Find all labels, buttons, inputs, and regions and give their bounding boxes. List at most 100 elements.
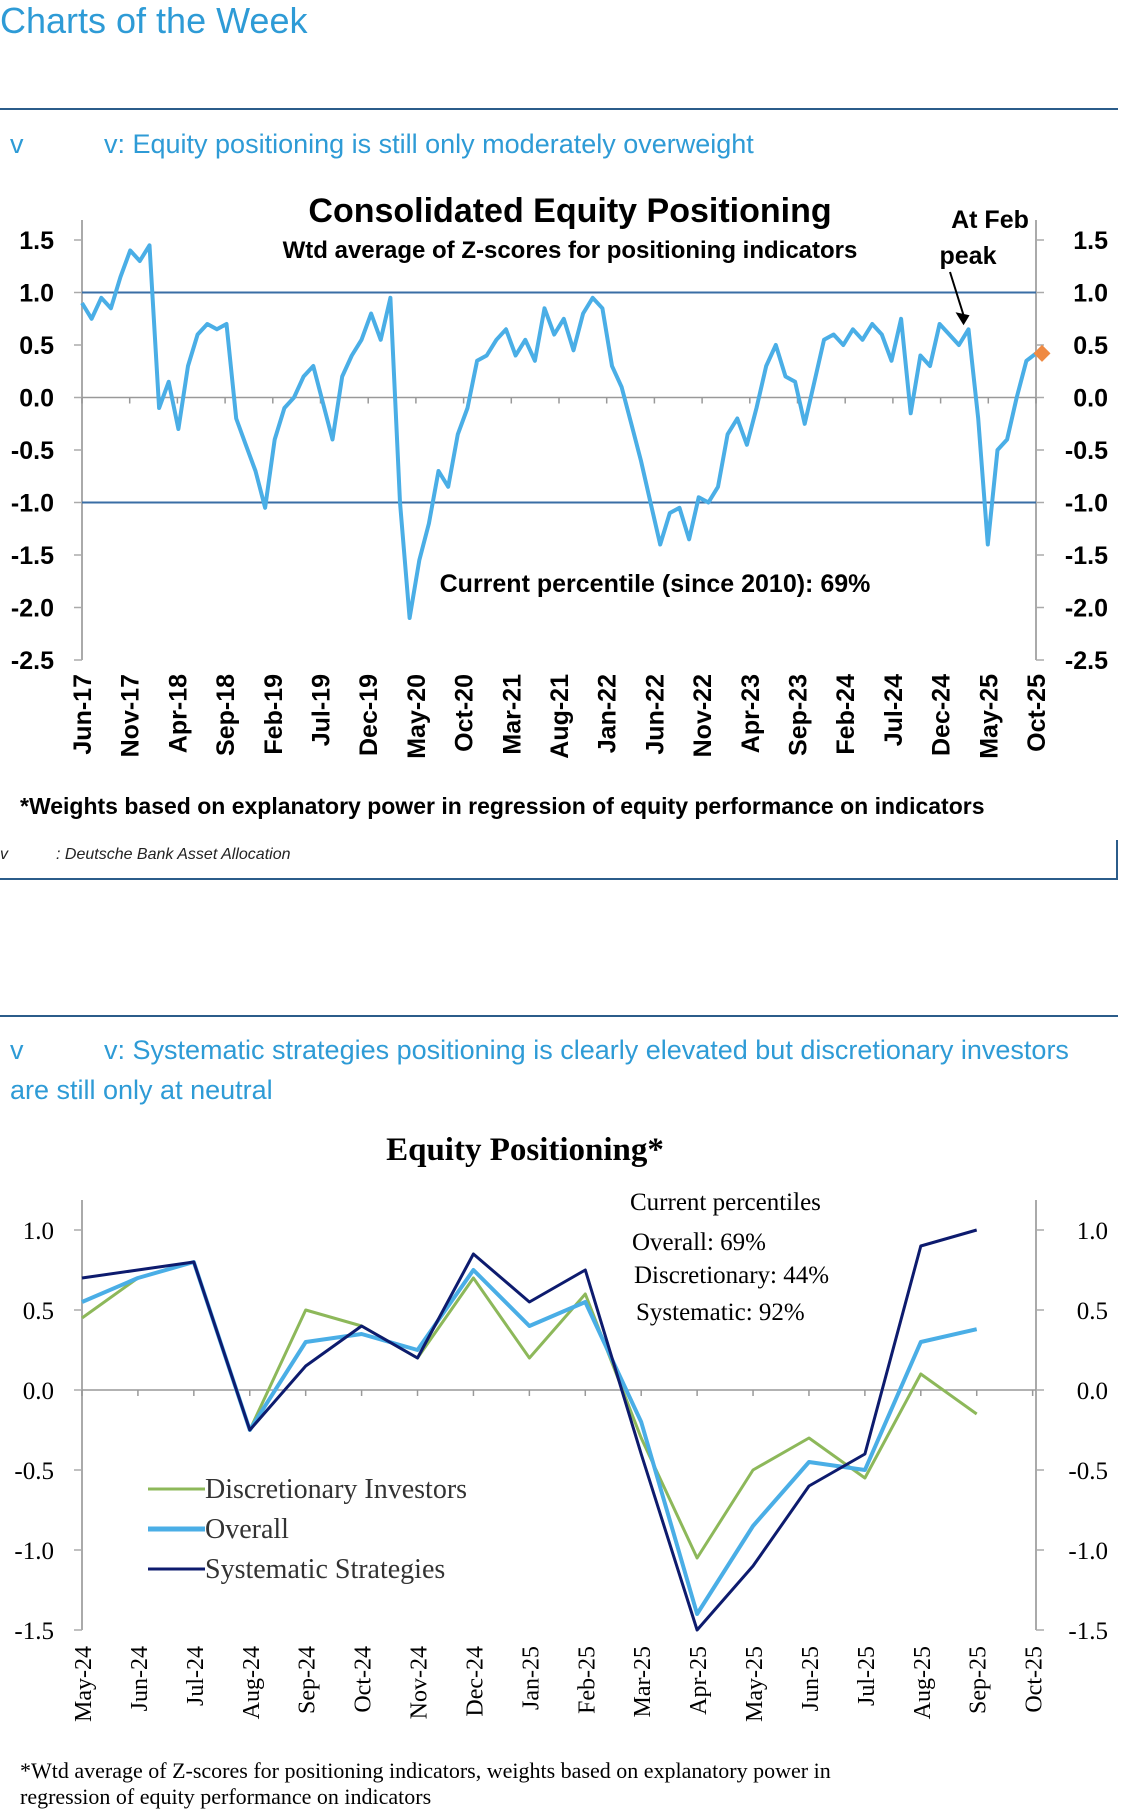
chart1-peak-arrow-head bbox=[955, 312, 970, 326]
chart2-legend-label-1: Overall bbox=[205, 1514, 289, 1545]
equity-positioning-chart: Equity Positioning* 1.0 1.0 0.5 0.5 0.0 0.0 -0.… bbox=[14, 1132, 1108, 1809]
chart1-y-label-left-1: 1.0 bbox=[19, 280, 54, 308]
chart1-x-label-3: Sep-18 bbox=[212, 674, 240, 756]
chart1-x-label-4: Feb-19 bbox=[260, 674, 288, 755]
figure1-source: v : Deutsche Bank Asset Allocation bbox=[0, 846, 291, 864]
chart2-x-label-4: Sep-24 bbox=[295, 1646, 321, 1714]
chart2-percentile-overall: Overall: 69% bbox=[632, 1229, 766, 1256]
chart1-x-label-9: Mar-21 bbox=[498, 674, 526, 755]
chart2-y-label-right-3: -0.5 bbox=[1068, 1458, 1108, 1485]
figure1-right-border bbox=[1116, 840, 1118, 880]
chart1-y-label-right-7: -2.0 bbox=[1065, 595, 1108, 623]
chart1-y-label-right-0: 1.5 bbox=[1073, 227, 1108, 255]
chart1-x-label-13: Nov-22 bbox=[689, 674, 717, 757]
chart2-percentile-systematic: Systematic: 92% bbox=[636, 1299, 805, 1326]
figure1-bottom-rule bbox=[0, 878, 1118, 880]
chart2-legend-label-2: Systematic Strategies bbox=[205, 1554, 445, 1585]
chart2-y-label-right-5: -1.5 bbox=[1068, 1618, 1108, 1645]
chart2-x-label-17: Oct-25 bbox=[1022, 1646, 1048, 1713]
chart1-x-label-7: May-20 bbox=[403, 674, 431, 759]
chart2-x-label-16: Sep-25 bbox=[966, 1646, 992, 1714]
chart2-y-label-left-1: 0.5 bbox=[23, 1298, 54, 1325]
figure1-caption: v v: Equity positioning is still only mod… bbox=[10, 124, 1110, 164]
chart2-title: Equity Positioning* bbox=[386, 1132, 664, 1168]
chart1-y-label-right-1: 1.0 bbox=[1073, 280, 1108, 308]
figure1-caption-text: v: Equity positioning is still only mode… bbox=[104, 129, 754, 159]
chart1-x-label-17: Jul-24 bbox=[880, 674, 908, 746]
chart1-y-label-left-3: 0.0 bbox=[19, 385, 54, 413]
chart1-x-label-19: May-25 bbox=[975, 674, 1003, 759]
figure2-caption-prefix: v bbox=[10, 1035, 24, 1065]
chart2-y-label-right-1: 0.5 bbox=[1077, 1298, 1108, 1325]
chart2-y-label-left-2: 0.0 bbox=[23, 1378, 54, 1405]
chart2-x-label-6: Nov-24 bbox=[407, 1646, 433, 1719]
chart1-x-label-16: Feb-24 bbox=[832, 674, 860, 755]
chart1-x-label-20: Oct-25 bbox=[1023, 674, 1051, 752]
chart2-percentiles-title: Current percentiles bbox=[630, 1189, 821, 1216]
chart2-y-label-right-0: 1.0 bbox=[1077, 1218, 1108, 1245]
chart2-x-label-1: Jun-24 bbox=[127, 1646, 153, 1711]
chart2-footnote-line2: regression of equity performance on indi… bbox=[20, 1784, 431, 1809]
chart1-y-label-right-6: -1.5 bbox=[1065, 542, 1108, 570]
chart1-x-label-14: Apr-23 bbox=[737, 674, 765, 753]
figure1-source-text: : Deutsche Bank Asset Allocation bbox=[56, 846, 291, 863]
chart1-x-label-0: Jun-17 bbox=[69, 674, 97, 755]
chart1-y-label-right-5: -1.0 bbox=[1065, 490, 1108, 518]
chart1-title: Consolidated Equity Positioning bbox=[308, 192, 831, 230]
chart1-footnote: *Weights based on explanatory power in r… bbox=[20, 793, 985, 819]
figure1-caption-prefix: v bbox=[10, 129, 24, 159]
chart2-x-label-15: Aug-25 bbox=[910, 1646, 936, 1719]
chart1-x-label-10: Aug-21 bbox=[546, 674, 574, 759]
chart2-x-label-11: Apr-25 bbox=[686, 1646, 712, 1715]
figure2-top-rule bbox=[0, 1015, 1118, 1017]
chart2-x-label-2: Jul-24 bbox=[183, 1646, 209, 1706]
chart1-percentile-note: Current percentile (since 2010): 69% bbox=[440, 570, 871, 598]
chart2-y-label-left-5: -1.5 bbox=[14, 1618, 54, 1645]
chart2-y-label-left-4: -1.0 bbox=[14, 1538, 54, 1565]
figure1-top-rule bbox=[0, 108, 1118, 110]
chart1-y-label-right-2: 0.5 bbox=[1073, 332, 1108, 360]
chart1-y-label-left-2: 0.5 bbox=[19, 332, 54, 360]
chart1-y-label-right-4: -0.5 bbox=[1065, 437, 1108, 465]
chart1-x-label-15: Sep-23 bbox=[785, 674, 813, 756]
chart1-y-label-left-4: -0.5 bbox=[11, 437, 54, 465]
chart2-x-label-12: May-25 bbox=[742, 1646, 768, 1722]
chart1-y-label-left-0: 1.5 bbox=[19, 227, 54, 255]
chart2-x-label-3: Aug-24 bbox=[239, 1646, 265, 1719]
chart2-footnote-line1: *Wtd average of Z-scores for positioning… bbox=[20, 1758, 831, 1783]
chart2-x-label-13: Jun-25 bbox=[798, 1646, 824, 1711]
chart2-legend-label-0: Discretionary Investors bbox=[205, 1474, 467, 1505]
chart1-x-label-1: Nov-17 bbox=[117, 674, 145, 757]
chart1-peak-label-line1: At Feb bbox=[951, 206, 1029, 234]
figure1-source-prefix: v bbox=[0, 846, 8, 863]
chart1-series-line bbox=[80, 243, 1038, 620]
chart1-x-label-8: Oct-20 bbox=[451, 674, 479, 752]
chart2-x-label-14: Jul-25 bbox=[854, 1646, 880, 1706]
chart1-y-label-left-5: -1.0 bbox=[11, 490, 54, 518]
chart1-x-label-12: Jun-22 bbox=[641, 674, 669, 755]
chart1-x-label-11: Jan-22 bbox=[594, 674, 622, 753]
chart1-y-label-left-6: -1.5 bbox=[11, 542, 54, 570]
page-title: Charts of the Week bbox=[0, 0, 308, 41]
chart1-x-label-18: Dec-24 bbox=[928, 674, 956, 756]
chart2-y-label-right-2: 0.0 bbox=[1077, 1378, 1108, 1405]
chart1-y-label-left-8: -2.5 bbox=[11, 647, 54, 675]
chart2-y-label-left-3: -0.5 bbox=[14, 1458, 54, 1485]
chart2-x-label-7: Dec-24 bbox=[462, 1646, 488, 1717]
chart2-percentile-discretionary: Discretionary: 44% bbox=[634, 1262, 829, 1289]
chart2-x-label-9: Feb-25 bbox=[574, 1646, 600, 1714]
chart1-peak-label-line2: peak bbox=[940, 242, 997, 270]
chart2-x-label-0: May-24 bbox=[71, 1646, 97, 1722]
chart2-series-line-2 bbox=[81, 1228, 978, 1632]
chart1-peak-arrow-shaft bbox=[949, 271, 965, 316]
chart2-x-label-10: Mar-25 bbox=[630, 1646, 656, 1718]
chart1-y-label-left-7: -2.0 bbox=[11, 595, 54, 623]
chart2-x-label-5: Oct-24 bbox=[351, 1646, 377, 1713]
chart1-subtitle: Wtd average of Z-scores for positioning … bbox=[283, 237, 858, 264]
chart2-y-label-left-0: 1.0 bbox=[23, 1218, 54, 1245]
consolidated-equity-chart: Consolidated Equity Positioning Wtd avera… bbox=[11, 192, 1108, 819]
chart2-x-label-8: Jan-25 bbox=[518, 1646, 544, 1710]
chart1-y-label-right-3: 0.0 bbox=[1073, 385, 1108, 413]
figure2-caption-text: v: Systematic strategies positioning is … bbox=[10, 1035, 1069, 1105]
chart1-y-label-right-8: -2.5 bbox=[1065, 647, 1108, 675]
